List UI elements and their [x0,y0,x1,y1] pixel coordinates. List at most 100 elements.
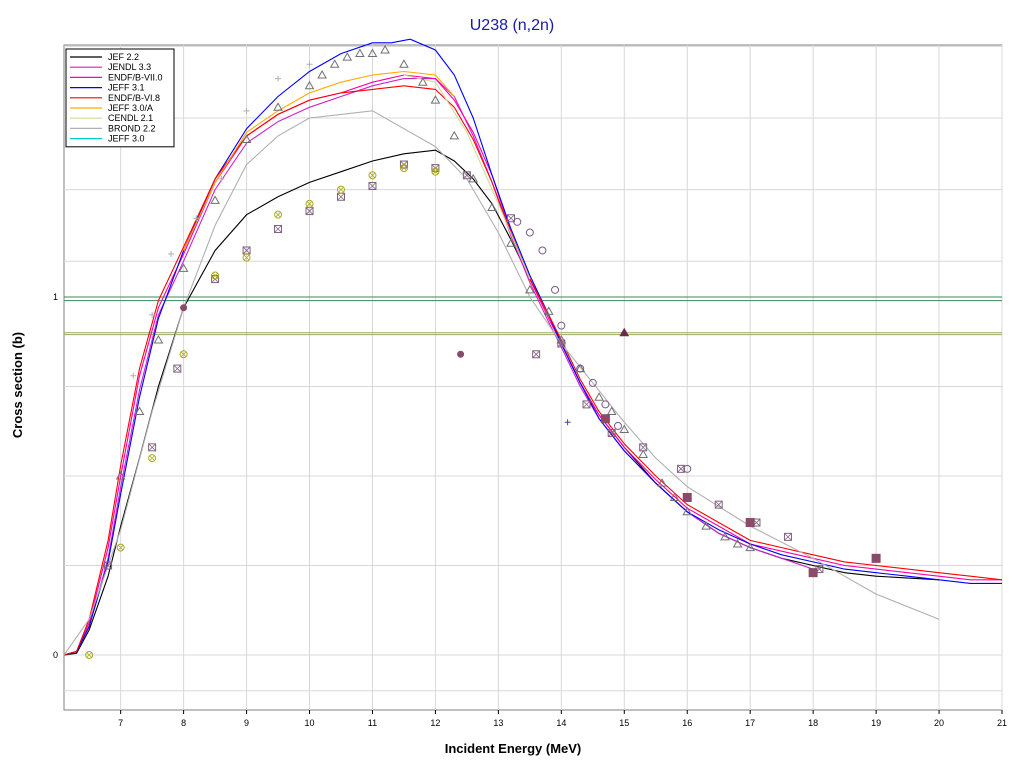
data-point-cross [532,350,540,358]
legend-label: JENDL 3.3 [108,62,151,72]
legend-label: CENDL 2.1 [108,113,153,123]
data-point [210,195,220,204]
data-point [368,182,377,191]
data-point [639,443,648,452]
data-point [582,400,591,409]
legend-label: BROND 2.2 [108,123,156,133]
grid [64,45,1003,710]
data-point-cross [583,401,590,408]
data-point [600,414,610,424]
data-point [275,75,282,82]
data-point [607,429,616,438]
data-point [306,61,313,68]
data-point [211,271,220,280]
x-axis-ticks: 7 8 9 10 11 12 13 14 15 16 17 18 19 20 21 [118,710,1007,728]
data-point-cross [337,193,345,201]
plot-frame [63,44,1003,711]
reference-lines [64,296,1002,336]
data-point [399,59,409,68]
data-point [430,95,441,104]
data-point [745,518,755,528]
data-point [557,339,566,348]
x-tick-label: 10 [305,718,315,728]
data-point [601,400,610,409]
data-point [732,539,743,548]
data-point-cross [463,171,471,179]
data-point-cross [369,172,376,179]
data-point [329,59,340,68]
data-point [178,263,189,272]
x-tick-label: 19 [871,718,881,728]
y-tick-label: 1 [53,292,58,302]
data-point [273,102,283,111]
data-point-cross [148,444,156,451]
data-point [148,443,157,452]
y-axis-ticks: 10 [53,292,58,660]
plot-area [63,44,1003,711]
data-point [104,561,113,570]
data-point [714,500,723,509]
data-point [638,449,649,459]
x-tick-label: 13 [493,718,503,728]
data-point [619,424,630,433]
x-tick-label: 7 [118,718,123,728]
data-point-cross [86,652,92,658]
data-point [153,334,164,344]
data-point [720,531,730,541]
data-point [148,454,157,463]
data-point [218,175,225,182]
data-point [368,171,377,180]
data-point-cross [784,533,792,541]
data-point-cross [212,272,218,279]
data-point-cross [432,168,439,175]
legend-label: JEF 2.2 [108,52,139,62]
data-point [180,304,188,312]
data-markers [85,44,881,659]
legend-label: ENDF/B-VII.0 [108,72,163,82]
data-point [532,350,541,359]
data-point [538,246,547,255]
data-point-cross [306,201,313,207]
data-point [134,406,145,416]
data-point [399,164,408,173]
data-point [274,224,283,233]
data-point [193,215,200,222]
series-line-3 [63,38,1002,656]
data-point [243,107,250,114]
data-point [149,311,156,318]
chart-title: U238 (n,2n) [470,17,555,34]
data-point [783,532,792,541]
data-point [588,378,597,387]
data-point [682,506,693,516]
data-point [468,173,479,183]
data-point-cross [677,465,685,473]
data-point [557,321,566,330]
series-line-5 [183,70,455,251]
y-axis-label: Cross section (b) [10,332,25,438]
data-point [669,492,680,501]
data-point [449,130,460,140]
data-point-cross [149,455,155,461]
data-point [85,651,94,659]
data-point [606,406,617,416]
data-point [871,553,881,563]
data-point-cross [507,214,515,222]
data-point [457,350,465,358]
data-point [168,251,175,258]
data-point-cross [117,544,124,551]
data-point [576,364,585,373]
data-point [274,210,283,219]
data-point-cross [104,562,112,569]
data-point [462,171,471,180]
data-point [613,421,622,430]
data-point [317,70,327,79]
data-point [513,217,522,226]
data-point-cross [243,254,250,261]
data-point-cross [274,225,282,233]
data-point-cross [401,165,407,171]
data-point-cross [369,182,376,190]
y-tick-label: 0 [53,650,58,660]
x-tick-label: 16 [682,718,692,728]
data-point-cross [715,501,722,508]
data-point-cross [275,211,281,218]
